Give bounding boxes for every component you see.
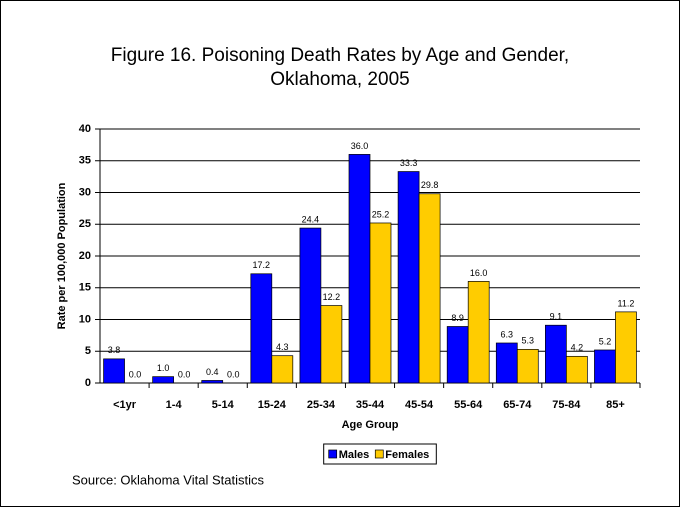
x-tick-label: 35-44 [356, 399, 385, 411]
x-tick-label: 65-74 [503, 399, 532, 411]
data-label: 17.2 [253, 260, 271, 270]
x-tick-label: 15-24 [258, 399, 287, 411]
bar [516, 348, 539, 384]
data-label: 12.2 [323, 292, 341, 302]
data-label: 36.0 [351, 141, 369, 151]
bar [271, 355, 294, 384]
x-tick-label: 75-84 [552, 399, 581, 411]
legend-swatch [374, 449, 384, 459]
bar [152, 376, 174, 384]
bar [299, 227, 322, 384]
data-label: 5.3 [522, 336, 535, 346]
bar [201, 380, 224, 384]
data-label: 0.0 [227, 369, 240, 379]
data-label: 1.0 [157, 363, 170, 373]
bar [545, 324, 567, 384]
data-label: 4.2 [571, 343, 584, 353]
data-label: 0.0 [178, 369, 191, 379]
data-label: 29.8 [421, 180, 439, 190]
bar [615, 311, 637, 384]
data-label: 3.8 [108, 345, 121, 355]
data-label: 0.4 [206, 367, 219, 377]
y-tick-label: 15 [79, 282, 91, 294]
bar [467, 281, 490, 384]
data-label: 16.0 [470, 268, 488, 278]
y-tick-label: 10 [79, 313, 91, 325]
data-label: 11.2 [618, 298, 635, 308]
data-label: 24.4 [302, 214, 320, 224]
legend-label: Males [339, 449, 370, 461]
y-tick-label: 40 [79, 123, 91, 135]
bar [418, 193, 441, 384]
bar [594, 349, 616, 384]
x-tick-label: <1yr [113, 399, 137, 411]
data-label: 5.2 [599, 336, 612, 346]
data-label: 8.9 [451, 313, 464, 323]
legend-swatch [328, 449, 338, 459]
legend-label: Females [385, 449, 429, 461]
x-tick-label: 55-64 [454, 399, 483, 411]
bar [566, 355, 588, 384]
x-axis-label: Age Group [342, 419, 399, 431]
y-tick-label: 30 [79, 186, 91, 198]
x-tick-label: 25-34 [307, 399, 336, 411]
source: Source: Oklahoma Vital Statistics [72, 472, 264, 487]
data-label: 4.3 [276, 342, 289, 352]
y-axis-label: Rate per 100,000 Population [56, 182, 68, 329]
x-tick-label: 85+ [606, 399, 625, 411]
bar [348, 154, 371, 384]
y-tick-label: 20 [79, 250, 91, 262]
bar [103, 358, 125, 384]
data-label: 25.2 [372, 209, 390, 219]
bar [369, 222, 392, 384]
data-label: 33.3 [400, 158, 418, 168]
x-tick-label: 5-14 [212, 399, 235, 411]
legend: Males Females [323, 443, 437, 465]
bar [495, 342, 518, 384]
data-label: 0.0 [129, 369, 142, 379]
bar [446, 326, 469, 384]
data-label: 9.1 [550, 312, 563, 322]
y-tick-label: 25 [79, 218, 91, 230]
bar [320, 305, 343, 384]
data-label: 6.3 [501, 329, 514, 339]
x-tick-label: 45-54 [405, 399, 434, 411]
bar [250, 273, 273, 384]
y-tick-label: 0 [85, 377, 91, 389]
chart-title: Figure 16. Poisoning Death Rates by Age … [110, 45, 570, 90]
x-tick-label: 1-4 [166, 399, 183, 411]
y-tick-label: 5 [85, 345, 91, 357]
bar [397, 171, 420, 384]
y-tick-label: 35 [79, 155, 91, 167]
